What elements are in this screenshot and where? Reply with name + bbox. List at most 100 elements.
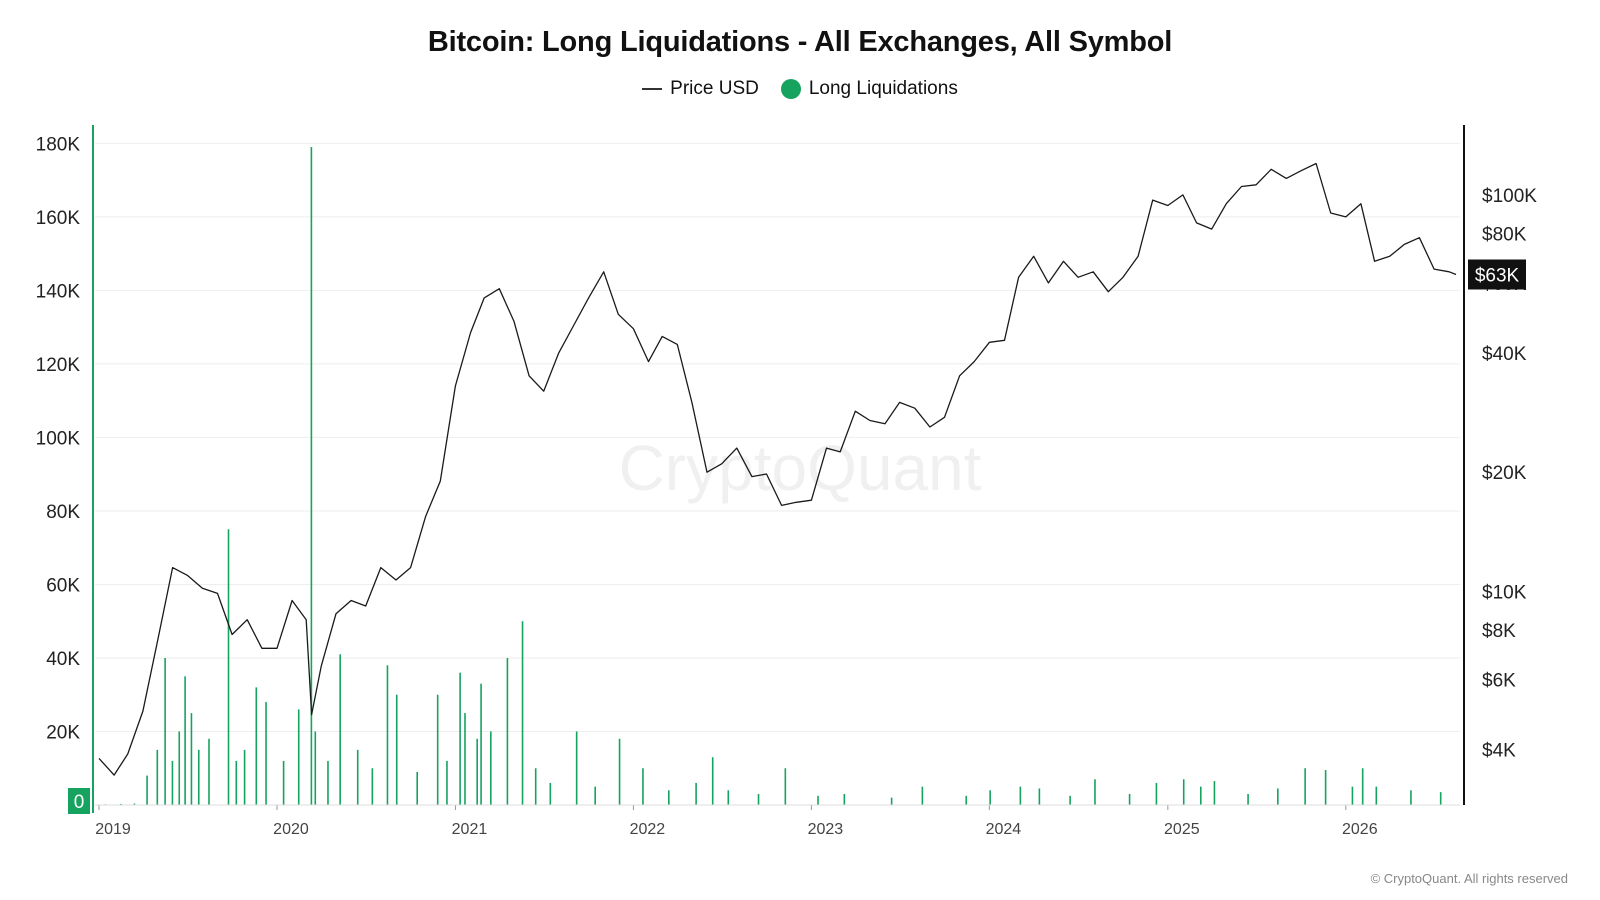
liquidation-bar bbox=[416, 771, 419, 805]
legend-label-price: Price USD bbox=[670, 78, 759, 99]
liquidation-bar bbox=[164, 657, 166, 805]
right-tick-label: $40K bbox=[1482, 344, 1527, 365]
x-tick-label: 2019 bbox=[95, 821, 131, 838]
liquidation-bar bbox=[459, 672, 461, 805]
x-tick-label: 2022 bbox=[630, 821, 666, 838]
watermark: CryptoQuant bbox=[619, 432, 982, 504]
liquidation-bar bbox=[464, 713, 466, 805]
x-tick-label: 2026 bbox=[1342, 821, 1378, 838]
liquidation-bar bbox=[575, 731, 578, 805]
liquidation-bar bbox=[146, 775, 148, 805]
current-price-label: $63K bbox=[1475, 265, 1520, 286]
liquidation-bar bbox=[534, 768, 537, 805]
liquidation-bar bbox=[618, 738, 621, 805]
right-tick-label: $4K bbox=[1482, 741, 1516, 762]
copyright-notice: © CryptoQuant. All rights reserved bbox=[1370, 871, 1568, 886]
left-tick-label: 160K bbox=[36, 208, 81, 229]
labels-layer: 0 20K 40K 60K 80K 100K 120K 140K 160K 180K $4K $6K $… bbox=[36, 134, 1538, 838]
liquidation-bar bbox=[1182, 779, 1185, 805]
liquidation-bar bbox=[1199, 786, 1202, 805]
liquidation-bar bbox=[1038, 788, 1041, 805]
liquidation-bar bbox=[817, 795, 819, 805]
liquidation-bar bbox=[1439, 792, 1442, 805]
grid-layer bbox=[95, 142, 1460, 732]
liquidation-bar bbox=[327, 760, 329, 805]
left-tick-label: 140K bbox=[36, 281, 81, 302]
zero-badge-bg bbox=[68, 788, 90, 814]
liquidation-bar bbox=[695, 782, 697, 805]
current-price-bg bbox=[1468, 259, 1526, 290]
liquidation-bar bbox=[133, 803, 136, 805]
liquidation-bar bbox=[549, 782, 552, 805]
liquidation-bar bbox=[965, 795, 968, 805]
liquidation-bar bbox=[1155, 782, 1158, 805]
legend-dot-icon bbox=[780, 79, 801, 99]
liquidation-bar bbox=[356, 749, 359, 805]
liquidation-bar bbox=[843, 793, 846, 805]
liquidation-bars bbox=[104, 147, 1442, 805]
x-tick-label: 2020 bbox=[273, 821, 309, 838]
liquidation-bar bbox=[1361, 768, 1364, 805]
legend-item-price[interactable]: Price USD bbox=[642, 78, 759, 100]
right-tick-label: $6K bbox=[1482, 671, 1516, 692]
liquidation-bar bbox=[1277, 788, 1279, 805]
liquidation-bar bbox=[757, 793, 760, 805]
liquidation-bar bbox=[297, 709, 300, 805]
liquidation-bar bbox=[208, 738, 210, 805]
liquidation-bar bbox=[227, 529, 230, 805]
left-tick-label: 80K bbox=[46, 502, 80, 523]
x-tick-label: 2024 bbox=[986, 821, 1022, 838]
liquidation-bar bbox=[235, 760, 238, 805]
x-tick-label: 2023 bbox=[808, 821, 844, 838]
right-tick-label: $20K bbox=[1482, 463, 1527, 484]
liquidation-bar bbox=[156, 749, 159, 805]
liquidation-bar bbox=[890, 797, 893, 805]
liquidation-bar bbox=[1094, 779, 1096, 805]
right-tick-label: $8K bbox=[1482, 621, 1516, 642]
liquidation-bar bbox=[480, 683, 482, 805]
liquidation-bar bbox=[265, 702, 267, 805]
liquidation-bar bbox=[436, 694, 439, 805]
liquidation-bar bbox=[171, 760, 174, 805]
liquidation-bar bbox=[711, 757, 714, 805]
liquidation-bar bbox=[314, 731, 317, 805]
legend-line-icon bbox=[642, 88, 663, 90]
liquidation-bar bbox=[1324, 770, 1327, 805]
liquidation-bar bbox=[1304, 768, 1306, 805]
liquidation-bar bbox=[119, 803, 122, 805]
legend-item-long-liquidations[interactable]: Long Liquidations bbox=[780, 78, 958, 100]
right-tick-label: $80K bbox=[1482, 224, 1527, 245]
left-tick-label: 100K bbox=[36, 428, 81, 449]
liquidation-bar bbox=[1375, 786, 1378, 805]
right-tick-label: $100K bbox=[1482, 186, 1537, 207]
liquidation-bar bbox=[642, 768, 644, 805]
liquidation-bar bbox=[921, 786, 924, 805]
left-zero-badge: 0 bbox=[68, 788, 90, 814]
left-tick-label: 120K bbox=[36, 355, 81, 376]
left-tick-label: 40K bbox=[46, 649, 80, 670]
liquidation-bar bbox=[784, 768, 787, 805]
left-tick-label: 20K bbox=[46, 722, 80, 743]
liquidation-bar bbox=[1247, 793, 1249, 805]
liquidation-bar bbox=[184, 676, 186, 805]
liquidation-bar bbox=[446, 760, 448, 805]
liquidation-bar bbox=[1069, 795, 1071, 805]
liquidation-bar bbox=[490, 731, 492, 805]
left-tick-label: 0 bbox=[74, 792, 85, 813]
liquidation-bar bbox=[668, 790, 670, 805]
liquidation-bar bbox=[371, 768, 374, 805]
liquidation-bar bbox=[178, 731, 181, 805]
x-tick-label: 2025 bbox=[1164, 821, 1200, 838]
price-line-layer bbox=[98, 162, 1457, 776]
right-tick-label: $10K bbox=[1482, 583, 1527, 604]
liquidation-bar bbox=[989, 790, 991, 805]
liquidation-bar bbox=[521, 621, 524, 805]
liquidation-bar bbox=[339, 654, 341, 805]
liquidation-bar bbox=[1410, 790, 1412, 805]
liquidation-bar bbox=[1128, 793, 1131, 805]
liquidation-bar bbox=[476, 738, 478, 805]
axes-layer bbox=[92, 125, 1465, 813]
current-price-badge: $63K bbox=[1468, 259, 1526, 290]
liquidation-bar bbox=[243, 749, 246, 805]
